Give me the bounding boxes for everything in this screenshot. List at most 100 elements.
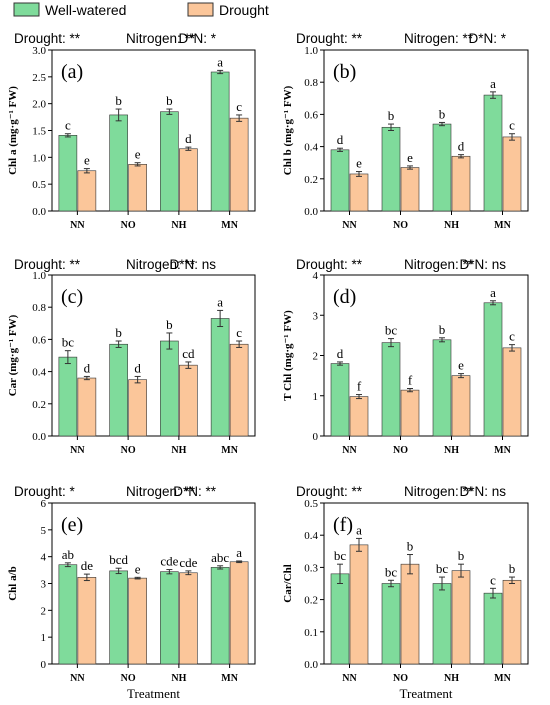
stats-label: D*N: * <box>178 31 216 46</box>
legend-label-well-watered: Well-watered <box>45 2 126 18</box>
significance-letter: c <box>65 118 71 133</box>
stats-label: Drought: * <box>14 484 76 499</box>
bar-well-watered <box>109 343 128 437</box>
bar-well-watered <box>160 571 179 665</box>
bar-drought <box>128 577 147 665</box>
stats-label: Drought: ** <box>14 31 81 46</box>
bar-well-watered <box>432 123 452 212</box>
stats-label: D*N: * <box>468 31 506 46</box>
significance-letter: cd <box>182 346 195 361</box>
significance-letter: a <box>236 545 242 560</box>
bar-drought <box>451 570 471 665</box>
panel-label: (e) <box>61 514 83 536</box>
bar-drought <box>179 364 198 437</box>
x-tick-label: MN <box>221 673 238 684</box>
y-tick-label: 1.5 <box>32 126 46 138</box>
x-tick-label: NN <box>342 673 357 684</box>
significance-letter: a <box>490 76 496 91</box>
bar-drought <box>349 396 369 437</box>
bar-well-watered <box>330 573 350 665</box>
significance-letter: f <box>357 379 362 394</box>
stats-label: Nitrogen: ** <box>404 484 474 499</box>
chart-panel-e: Drought: * Nitrogen: **D*N: ** 0 1 2 3 4 5 6 Chl … <box>7 484 256 701</box>
x-tick-label: NO <box>121 220 136 231</box>
y-tick-label: 2.0 <box>32 99 46 111</box>
significance-letter: e <box>135 561 141 576</box>
stats-label: Drought: ** <box>296 31 363 46</box>
y-tick-label: 0.0 <box>32 206 46 218</box>
significance-letter: c <box>490 572 496 587</box>
significance-letter: b <box>115 93 122 108</box>
stats-label: Nitrogen: ** <box>126 257 196 272</box>
y-tick-label: 0.2 <box>32 399 46 411</box>
chart-panel-b: Drought: ** Nitrogen: **D*N: * 0.0 0.2 0.4 0.… <box>282 31 529 231</box>
bar-drought <box>451 155 471 212</box>
significance-letter: b <box>509 561 516 576</box>
bar-drought <box>349 173 369 212</box>
significance-letter: c <box>236 325 242 340</box>
chart-panel-a: Drought: ** Nitrogen: **D*N: * 0.0 0.5 1.0 1.… <box>7 31 256 231</box>
x-axis-label: Treatment <box>400 686 453 701</box>
y-tick-label: 4 <box>41 552 47 564</box>
significance-letter: b <box>166 317 173 332</box>
x-tick-label: NN <box>70 673 85 684</box>
stats-label: Nitrogen: ** <box>404 31 474 46</box>
significance-letter: bcd <box>109 552 128 567</box>
y-tick-label: 0 <box>313 431 319 443</box>
bar-well-watered <box>58 135 78 212</box>
significance-letter: ab <box>62 547 74 562</box>
bar-drought <box>229 561 249 665</box>
significance-letter: bc <box>385 323 398 338</box>
y-tick-label: 4 <box>313 270 319 282</box>
y-tick-label: 5 <box>41 525 47 537</box>
significance-letter: f <box>408 373 413 388</box>
significance-letter: d <box>458 139 465 154</box>
y-tick-label: 2 <box>41 605 47 617</box>
y-axis-label: Car/Chl <box>282 564 294 603</box>
y-tick-label: 0.2 <box>304 595 318 607</box>
x-tick-label: MN <box>494 445 511 456</box>
significance-letter: b <box>458 548 465 563</box>
y-tick-label: 0.6 <box>304 109 318 121</box>
bar-drought <box>400 389 420 437</box>
y-tick-label: 2 <box>313 351 319 363</box>
plot-frame <box>323 49 529 212</box>
y-tick-label: 0.8 <box>304 77 318 89</box>
significance-letter: e <box>135 147 141 162</box>
y-tick-label: 0.3 <box>304 562 318 574</box>
y-tick-label: 0.0 <box>32 431 46 443</box>
bar-well-watered <box>483 302 503 437</box>
significance-letter: b <box>407 539 414 554</box>
x-tick-label: NO <box>121 445 136 456</box>
bar-well-watered <box>210 318 230 437</box>
y-tick-label: 3 <box>313 310 319 322</box>
stats-label: Nitrogen: ** <box>126 31 196 46</box>
significance-letter: d <box>185 131 192 146</box>
bar-drought <box>502 136 522 212</box>
x-tick-label: NN <box>342 445 357 456</box>
x-tick-label: NH <box>171 673 186 684</box>
y-tick-label: 1.0 <box>32 270 46 282</box>
x-tick-label: NN <box>70 445 85 456</box>
x-tick-label: MN <box>494 673 511 684</box>
bar-drought <box>400 167 420 212</box>
y-tick-label: 0.4 <box>32 367 46 379</box>
significance-letter: b <box>439 106 446 121</box>
y-tick-label: 0.2 <box>304 174 318 186</box>
y-tick-label: 2.5 <box>32 72 46 84</box>
bar-well-watered <box>330 149 350 212</box>
y-axis-label: Car (mg·g⁻¹ FW) <box>7 314 19 396</box>
bar-well-watered <box>210 71 230 212</box>
x-tick-label: MN <box>221 445 238 456</box>
x-tick-label: NO <box>393 673 408 684</box>
bar-drought <box>77 170 97 212</box>
chart-panel-d: Drought: ** Nitrogen: **D*N: ns 0 1 2 3 4 T Chl… <box>282 257 529 456</box>
y-axis-label: Chl a/b <box>7 566 19 601</box>
significance-letter: bc <box>436 561 449 576</box>
stats-label: D*N: ns <box>459 484 506 499</box>
plot-frame <box>323 502 529 665</box>
panel-label: (c) <box>61 286 83 308</box>
chart-panel-c: Drought: ** Nitrogen: **D*N: ns 0.0 0.2 0.4 0… <box>7 257 256 456</box>
bar-well-watered <box>109 570 128 665</box>
y-tick-label: 1 <box>41 632 47 644</box>
